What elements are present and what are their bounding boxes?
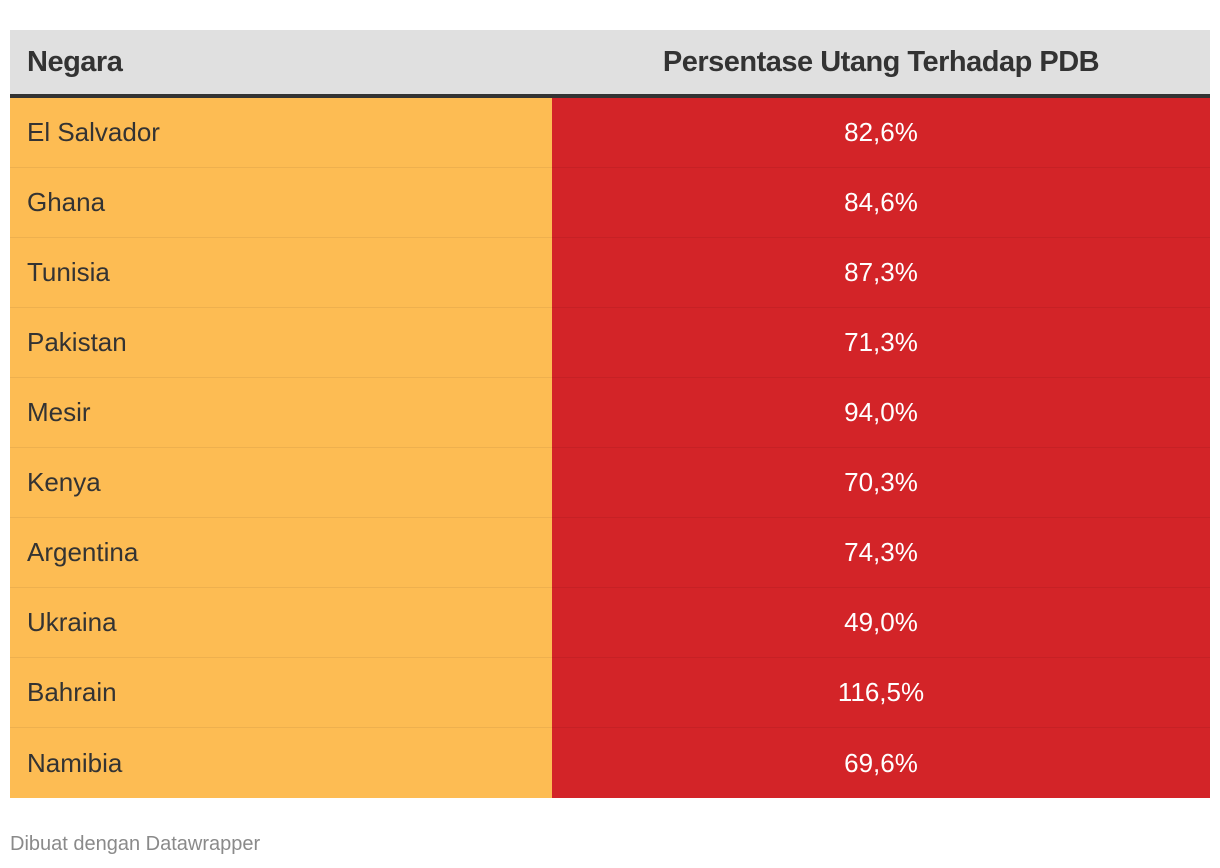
table-row: Argentina 74,3% [10,517,1210,588]
table-header: Negara Persentase Utang Terhadap PDB [10,30,1210,98]
country-cell: Ghana [10,167,552,238]
country-cell: Tunisia [10,237,552,308]
debt-percentage-cell: 74,3% [552,517,1210,588]
table-body: El Salvador 82,6% Ghana 84,6% Tunisia 87,3% Pa… [10,96,1210,798]
country-cell: Argentina [10,517,552,588]
country-cell: Mesir [10,377,552,448]
debt-percentage-cell: 69,6% [552,727,1210,798]
country-cell: Ukraina [10,587,552,658]
debt-percentage-cell: 84,6% [552,167,1210,238]
table-row: Kenya 70,3% [10,447,1210,518]
attribution-footer: Dibuat dengan Datawrapper [10,833,261,855]
debt-percentage-cell: 116,5% [552,657,1210,728]
country-cell: El Salvador [10,96,552,168]
debt-percentage-cell: 71,3% [552,307,1210,378]
debt-percentage-cell: 94,0% [552,377,1210,448]
debt-percentage-cell: 87,3% [552,237,1210,308]
debt-percentage-cell: 49,0% [552,587,1210,658]
table-row: El Salvador 82,6% [10,96,1210,168]
column-header-debt-percentage[interactable]: Persentase Utang Terhadap PDB [552,30,1210,98]
country-cell: Pakistan [10,307,552,378]
column-header-country[interactable]: Negara [10,30,552,98]
table-row: Pakistan 71,3% [10,307,1210,378]
data-table-container: Negara Persentase Utang Terhadap PDB El … [10,30,1210,798]
country-cell: Bahrain [10,657,552,728]
table-row: Mesir 94,0% [10,377,1210,448]
country-cell: Namibia [10,727,552,798]
table-row: Namibia 69,6% [10,727,1210,798]
table-row: Ghana 84,6% [10,167,1210,238]
debt-percentage-cell: 70,3% [552,447,1210,518]
table-row: Bahrain 116,5% [10,657,1210,728]
country-cell: Kenya [10,447,552,518]
header-row: Negara Persentase Utang Terhadap PDB [10,30,1210,98]
debt-to-gdp-table: Negara Persentase Utang Terhadap PDB El … [10,30,1210,798]
table-row: Ukraina 49,0% [10,587,1210,658]
debt-percentage-cell: 82,6% [552,96,1210,168]
table-row: Tunisia 87,3% [10,237,1210,308]
